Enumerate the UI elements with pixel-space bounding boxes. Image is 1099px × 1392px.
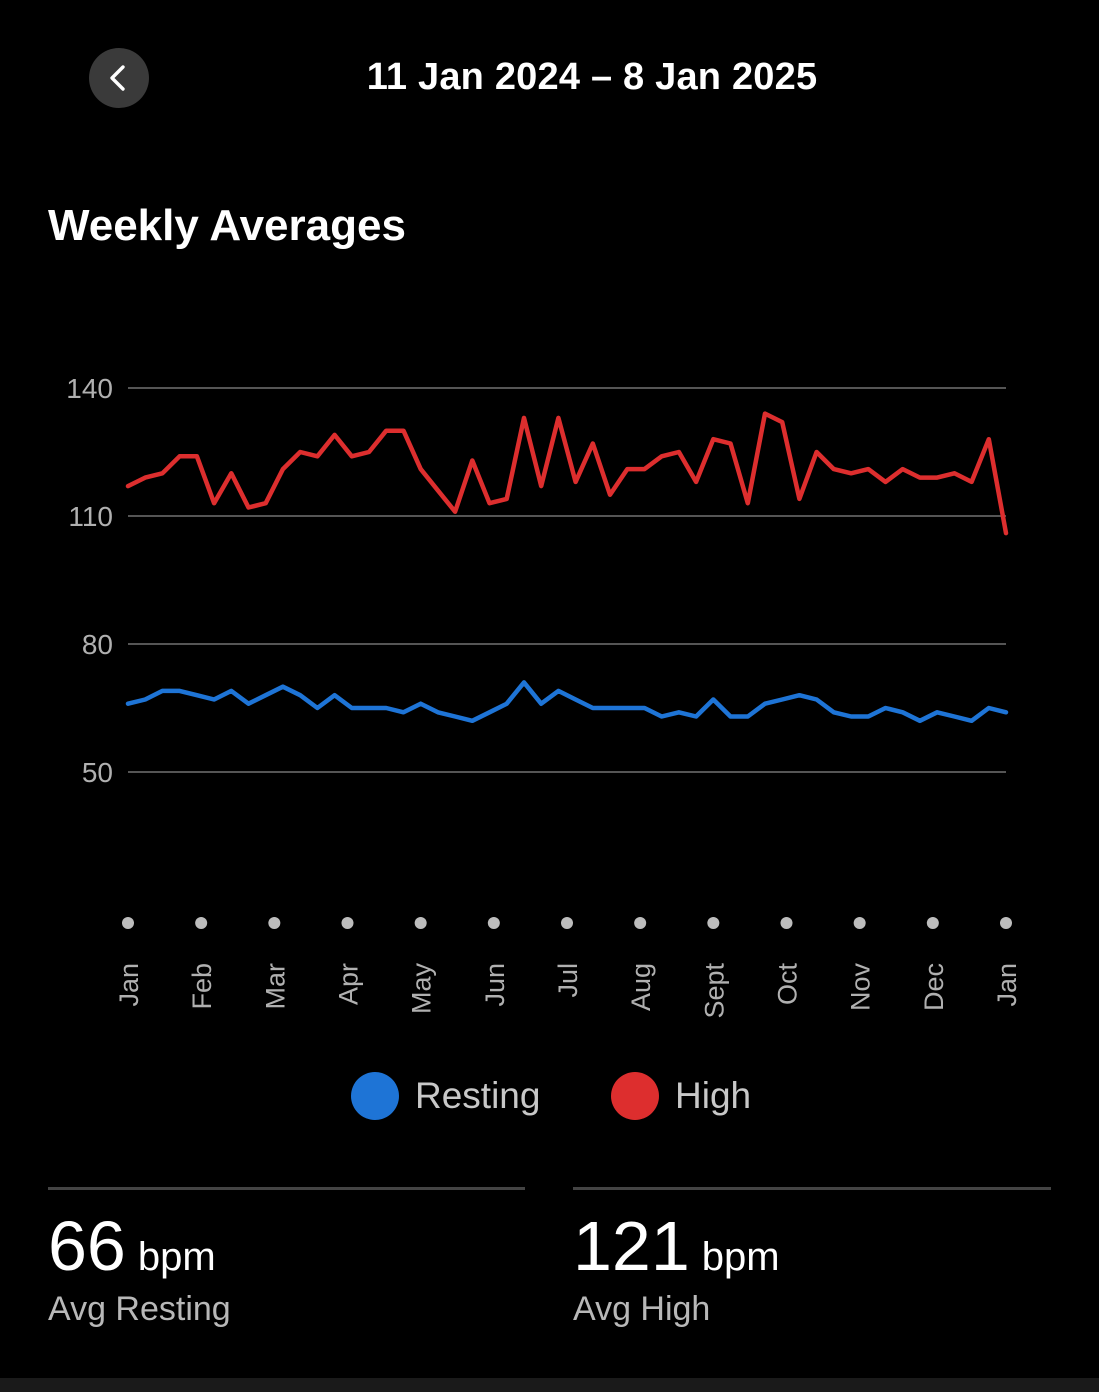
- avg-resting-caption: Avg Resting: [48, 1290, 231, 1328]
- resting-dot-icon: [351, 1072, 399, 1120]
- y-tick-label: 50: [82, 757, 113, 788]
- x-tick-label: Sept: [699, 963, 729, 1019]
- stat-high-value: 121 bpm: [573, 1206, 780, 1306]
- y-tick-label: 80: [82, 629, 113, 660]
- page-title: 11 Jan 2024 – 8 Jan 2025: [366, 56, 818, 98]
- x-tick-label: Feb: [187, 963, 217, 1010]
- high-dot-icon: [611, 1072, 659, 1120]
- month-dot: [853, 917, 866, 929]
- month-dot: [341, 917, 354, 929]
- x-tick-label: Apr: [334, 963, 364, 1005]
- x-tick-label: Oct: [773, 963, 803, 1006]
- avg-high-caption: Avg High: [573, 1290, 711, 1328]
- x-tick-label: Jan: [114, 963, 144, 1007]
- legend-item-high[interactable]: High: [611, 1066, 751, 1126]
- y-tick-label: 140: [66, 373, 113, 404]
- heart-rate-chart: 140 110 80 50 Jan Feb Mar Apr May Jun Jul Aug Sept Oc…: [66, 373, 1022, 1019]
- month-dot: [707, 917, 720, 929]
- bottom-bar: [0, 1378, 1099, 1392]
- stat-divider-high: [573, 1187, 1051, 1190]
- x-tick-label: May: [407, 963, 437, 1015]
- chevron-left-icon: [110, 65, 125, 91]
- month-dot: [1000, 917, 1012, 929]
- x-tick-label: Nov: [846, 963, 876, 1012]
- month-dot: [561, 917, 573, 929]
- x-tick-label: Aug: [626, 963, 656, 1011]
- month-dot: [926, 917, 939, 929]
- x-tick-label: Jun: [480, 963, 510, 1007]
- y-tick-label: 110: [68, 501, 113, 532]
- month-dot: [414, 917, 427, 929]
- legend-item-resting[interactable]: Resting: [351, 1066, 540, 1126]
- stat-resting-value: 66 bpm: [48, 1206, 216, 1306]
- month-dot: [195, 917, 208, 929]
- avg-resting-number: 66: [48, 1207, 126, 1285]
- avg-resting-unit: bpm: [137, 1235, 216, 1279]
- chart-legend: Resting High: [0, 1066, 1099, 1126]
- month-dot: [487, 917, 500, 929]
- month-dot: [634, 917, 647, 929]
- x-tick-label: Mar: [260, 963, 290, 1010]
- series-line-high: [125, 411, 1009, 536]
- stat-divider-resting: [48, 1187, 525, 1190]
- avg-high-unit: bpm: [701, 1235, 780, 1279]
- x-tick-label: Jan: [992, 963, 1022, 1007]
- avg-high-number: 121: [573, 1207, 690, 1285]
- x-tick-label: Jul: [553, 963, 583, 998]
- section-title: Weekly Averages: [48, 201, 406, 250]
- month-dot: [122, 917, 134, 929]
- month-dot: [268, 917, 281, 929]
- back-button[interactable]: [89, 48, 149, 108]
- legend-label-high: High: [675, 1075, 752, 1116]
- x-tick-label: Dec: [919, 963, 949, 1011]
- legend-label-resting: Resting: [415, 1075, 541, 1116]
- series-line-resting: [125, 680, 1009, 724]
- month-dot: [780, 917, 793, 929]
